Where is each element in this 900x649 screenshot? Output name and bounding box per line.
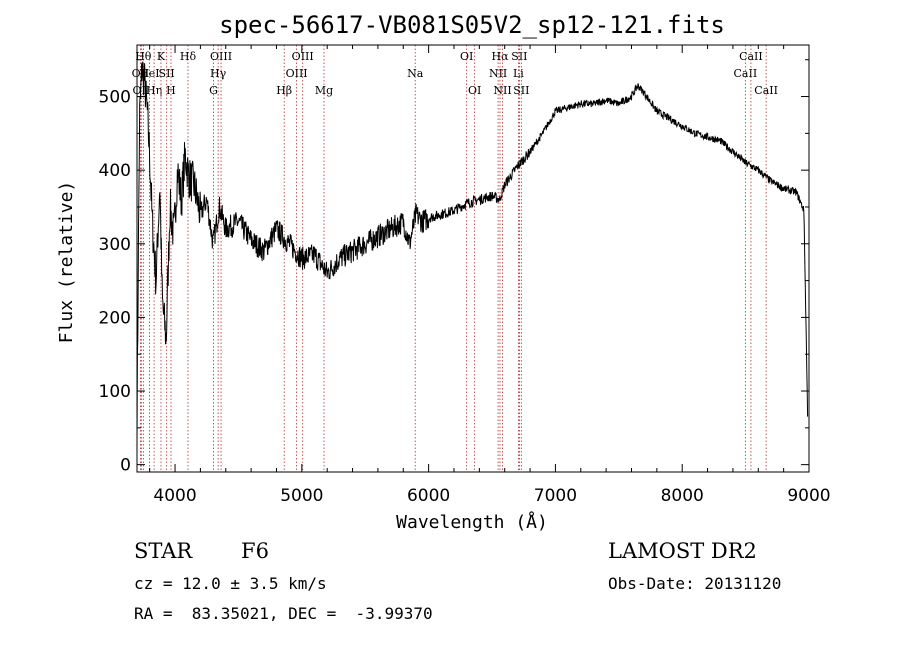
- coordinates-text: RA = 83.35021, DEC = -3.99370: [134, 604, 433, 623]
- x-tick-label-9000: 9000: [787, 486, 830, 506]
- spectral-line-label-17: OI: [460, 50, 473, 63]
- spectral-line-label-26: CaII: [739, 50, 763, 63]
- y-tick-label-100: 100: [99, 382, 131, 402]
- spectral-line-label-8: Hδ: [180, 50, 197, 63]
- y-tick-label-500: 500: [99, 88, 131, 108]
- y-tick-label-400: 400: [99, 161, 131, 181]
- spectral-line-label-20: Hα: [491, 50, 509, 63]
- spectral-line-label-14: OIII: [292, 50, 314, 63]
- spectral-line-label-25: CaII: [734, 67, 758, 80]
- spectrum-line: [136, 61, 809, 443]
- x-tick-label-8000: 8000: [661, 486, 704, 506]
- x-tick-label-5000: 5000: [280, 486, 323, 506]
- spectral-line-label-23: SII: [511, 50, 527, 63]
- x-axis-label: Wavelength (Å): [396, 511, 548, 533]
- spectral-line-label-7: H: [166, 84, 176, 97]
- y-tick-label-0: 0: [120, 456, 131, 476]
- spectral-line-label-15: Mg: [315, 84, 333, 97]
- spectral-line-label-18: OI: [468, 84, 481, 97]
- plot-frame: [136, 44, 810, 473]
- spectral-line-label-10: Hγ: [210, 67, 227, 80]
- axes: 4000 5000 6000 7000 8000 9000 0 100 200 300 400 500: [99, 45, 831, 506]
- spectral-line-label-13: OIII: [286, 67, 308, 80]
- subclass: F6: [241, 539, 269, 563]
- obs-date-text: Obs-Date: 20131120: [608, 574, 782, 593]
- spectral-line-label-16: Na: [407, 67, 424, 80]
- spectral-line-label-24: SII: [513, 84, 529, 97]
- spectral-line-label-5: K: [157, 50, 166, 63]
- spectral-line-label-22: Li: [513, 67, 524, 80]
- object-class: STAR: [134, 539, 193, 563]
- spectral-line-label-27: CaII: [754, 84, 778, 97]
- survey-name: LAMOST DR2: [608, 539, 757, 563]
- spectral-line-label-6: SII: [159, 67, 175, 80]
- spectral-line-label-21: NII: [493, 84, 511, 97]
- x-tick-label-6000: 6000: [407, 486, 450, 506]
- y-tick-label-300: 300: [99, 235, 131, 255]
- spectral-line-label-11: OIII: [210, 50, 232, 63]
- spectral-line-label-9: G: [209, 84, 218, 97]
- y-axis-label: Flux (relative): [56, 181, 77, 344]
- spectral-line-label-12: Hβ: [276, 84, 292, 97]
- chart-title: spec-56617-VB081S05V2_sp12-121.fits: [219, 11, 725, 39]
- spectral-line-label-4: Hη: [146, 84, 162, 97]
- spectral-line-markers: OIIOIIHθHeIHηKSIIHHδGHγOIIIHβOIIIOIIIMgN…: [132, 45, 778, 472]
- spectral-line-label-19: NII: [489, 67, 507, 80]
- y-tick-label-200: 200: [99, 308, 131, 328]
- redshift-text: cz = 12.0 ± 3.5 km/s: [134, 574, 327, 593]
- x-tick-label-7000: 7000: [534, 486, 577, 506]
- x-tick-label-4000: 4000: [153, 486, 196, 506]
- spectrum-series: [136, 61, 809, 443]
